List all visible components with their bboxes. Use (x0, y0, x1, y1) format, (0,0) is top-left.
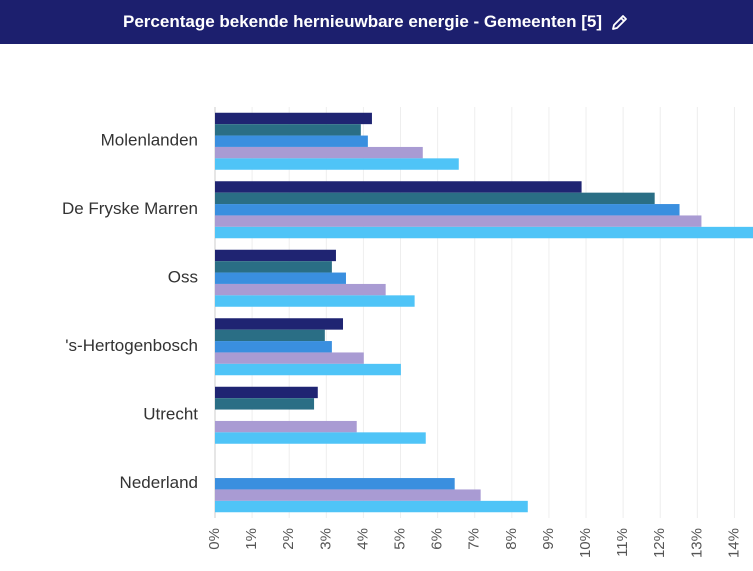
bar (215, 158, 459, 170)
bar (215, 352, 364, 364)
y-tick-label: Oss (168, 268, 198, 287)
bar (215, 226, 753, 239)
bar (215, 124, 361, 136)
bar (215, 146, 423, 159)
x-tick-label: 4% (354, 528, 371, 550)
bar (215, 489, 481, 501)
bar (215, 318, 344, 330)
bar (215, 478, 455, 490)
bar (215, 329, 325, 342)
bar (215, 192, 655, 205)
x-tick-label: 11% (614, 528, 631, 557)
bar (215, 261, 332, 273)
bar (215, 181, 582, 193)
bar (215, 386, 318, 399)
x-tick-label: 10% (577, 528, 594, 558)
bar (215, 295, 415, 307)
bar (215, 135, 368, 147)
y-tick-label: Utrecht (143, 405, 198, 424)
y-tick-label: Nederland (120, 473, 198, 492)
bar (215, 112, 372, 125)
edit-icon[interactable] (610, 12, 630, 32)
x-tick-label: 6% (429, 528, 446, 550)
bar (215, 272, 346, 284)
bar (215, 204, 680, 216)
x-tick-label: 5% (391, 528, 408, 550)
x-tick-label: 14% (725, 528, 742, 558)
header-title: Percentage bekende hernieuwbare energie … (123, 12, 602, 31)
x-tick-label: 3% (317, 528, 334, 550)
bar (215, 249, 336, 262)
x-tick-label: 2% (280, 528, 297, 550)
bar (215, 363, 401, 376)
x-tick-label: 7% (466, 528, 483, 550)
bar (215, 500, 528, 513)
header: Percentage bekende hernieuwbare energie … (0, 0, 753, 44)
y-tick-label: 's-Hertogenbosch (65, 336, 198, 355)
bar (215, 432, 426, 444)
bar (215, 420, 357, 433)
x-tick-label: 0% (206, 528, 223, 550)
bar (215, 215, 702, 227)
y-tick-label: De Fryske Marren (62, 199, 198, 218)
y-tick-label: Molenlanden (101, 131, 198, 150)
x-tick-label: 12% (651, 528, 668, 558)
x-tick-label: 13% (688, 528, 705, 558)
x-tick-label: 8% (503, 528, 520, 550)
bar (215, 283, 386, 296)
bar (215, 341, 332, 353)
x-tick-label: 1% (243, 528, 260, 550)
bar (215, 398, 315, 410)
x-tick-label: 9% (540, 528, 557, 550)
